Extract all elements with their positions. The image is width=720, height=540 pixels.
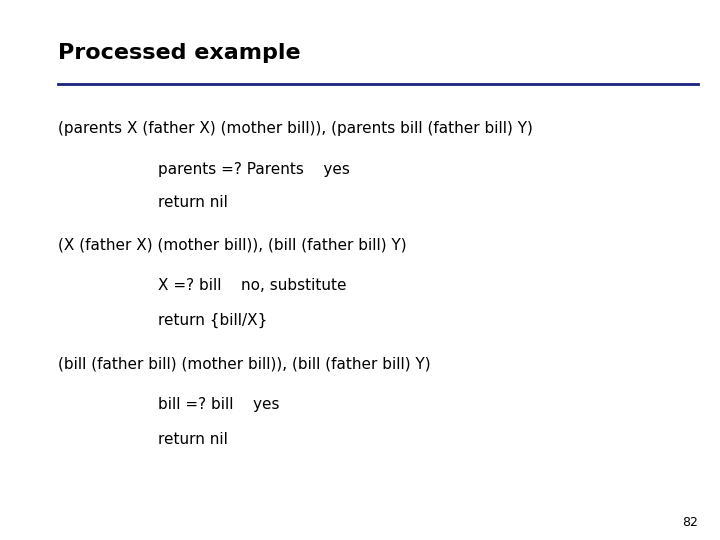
Text: 82: 82 [683, 516, 698, 529]
Text: (X (father X) (mother bill)), (bill (father bill) Y): (X (father X) (mother bill)), (bill (fat… [58, 238, 406, 253]
Text: bill =? bill    yes: bill =? bill yes [158, 397, 280, 412]
Text: parents =? Parents    yes: parents =? Parents yes [158, 162, 350, 177]
Text: X =? bill    no, substitute: X =? bill no, substitute [158, 278, 347, 293]
Text: (bill (father bill) (mother bill)), (bill (father bill) Y): (bill (father bill) (mother bill)), (bil… [58, 356, 431, 372]
Text: return nil: return nil [158, 195, 228, 211]
Text: return nil: return nil [158, 432, 228, 447]
Text: (parents X (father X) (mother bill)), (parents bill (father bill) Y): (parents X (father X) (mother bill)), (p… [58, 122, 533, 137]
Text: Processed example: Processed example [58, 43, 300, 63]
Text: return {bill/X}: return {bill/X} [158, 313, 268, 328]
